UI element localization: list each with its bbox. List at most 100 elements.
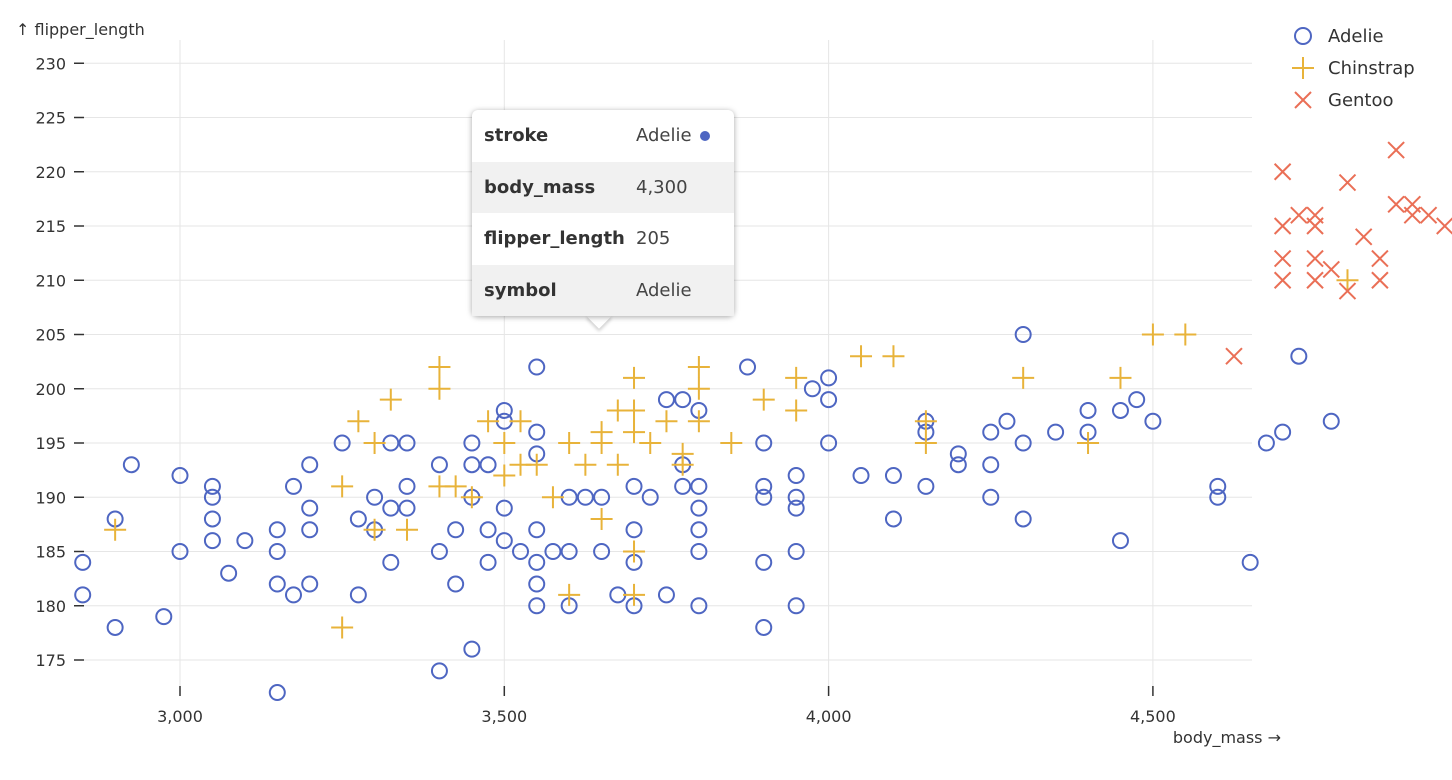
y-tick-label: 225 [35, 109, 66, 128]
data-point [1209, 488, 1227, 506]
data-point [623, 583, 646, 606]
data-point [479, 553, 497, 571]
data-point [882, 345, 905, 368]
data-point [363, 432, 386, 454]
data-point [268, 543, 286, 560]
data-point [755, 553, 773, 571]
data-point [787, 488, 805, 506]
data-point [623, 421, 646, 444]
y-tick-label: 195 [35, 434, 66, 453]
y-tick-label: 190 [35, 488, 66, 507]
data-point [623, 540, 646, 563]
legend-item-chinstrap[interactable]: Chinstrap [1290, 52, 1415, 84]
data-point [917, 477, 935, 495]
data-point [349, 510, 367, 528]
data-point [590, 432, 613, 454]
data-point [625, 477, 643, 495]
data-point [690, 521, 708, 539]
data-point [690, 597, 708, 615]
data-point [1047, 423, 1065, 441]
data-point [655, 410, 678, 433]
y-tick-label: 220 [35, 163, 66, 182]
data-point [755, 477, 773, 495]
x-tick-label: 4,500 [1130, 707, 1176, 726]
y-tick-label: 180 [35, 597, 66, 616]
data-point [122, 456, 140, 474]
data-point [623, 399, 646, 422]
data-point [528, 423, 546, 441]
y-tick-label: 200 [35, 380, 66, 399]
data-point [331, 475, 354, 498]
data-point [430, 456, 448, 474]
data-point [1306, 271, 1324, 289]
data-point [495, 532, 513, 550]
data-point [690, 543, 708, 560]
data-point [74, 586, 92, 604]
data-point [1354, 228, 1373, 246]
data-point [1371, 249, 1389, 268]
tooltip-row-symbol: symbol Adelie [472, 264, 734, 316]
data-point [852, 467, 870, 485]
data-point [379, 388, 402, 411]
data-point [301, 456, 319, 474]
data-point [687, 356, 710, 379]
data-point [1387, 141, 1405, 159]
data-point [236, 532, 254, 550]
data-point [1306, 249, 1324, 268]
tooltip-value: 205 [636, 228, 671, 250]
data-point [787, 543, 805, 560]
tooltip-value: 4,300 [636, 176, 688, 198]
data-point [1273, 271, 1292, 289]
x-tick-label: 4,000 [806, 707, 852, 726]
data-point [203, 510, 221, 528]
data-point [493, 432, 516, 454]
data-point [657, 391, 675, 409]
legend-label: Gentoo [1328, 89, 1394, 111]
data-point [463, 434, 481, 452]
data-point [398, 434, 416, 452]
y-tick-label: 185 [35, 543, 66, 562]
data-point [674, 391, 692, 409]
color-dot-icon [699, 131, 710, 142]
data-point [528, 575, 546, 593]
data-point [347, 410, 370, 433]
data-point [884, 467, 902, 485]
data-point [576, 488, 594, 506]
data-point [349, 586, 367, 604]
data-point [1322, 260, 1340, 279]
data-point [268, 684, 286, 702]
data-point [949, 445, 967, 463]
data-point [333, 434, 351, 452]
data-point [479, 521, 497, 539]
x-axis-title: body_mass → [1173, 728, 1281, 748]
data-point [949, 456, 967, 474]
data-point [1371, 271, 1389, 289]
data-point [639, 432, 662, 454]
data-point [690, 499, 708, 517]
legend-item-adelie[interactable]: Adelie [1290, 20, 1415, 52]
tooltip-key: flipper_length [484, 228, 625, 250]
data-point [220, 564, 238, 582]
data-point [641, 488, 659, 506]
data-point [606, 453, 629, 476]
data-point [1338, 173, 1357, 192]
y-axis-title: ↑ flipper_length [16, 20, 145, 40]
data-point [479, 456, 497, 474]
data-point [430, 662, 448, 680]
data-point [1012, 366, 1035, 389]
tooltip-row-body-mass: body_mass 4,300 [472, 161, 734, 213]
data-point [1225, 347, 1243, 365]
series-gentoo [1225, 141, 1452, 365]
legend-item-gentoo[interactable]: Gentoo [1290, 84, 1415, 116]
data-point [285, 586, 303, 604]
data-point [1174, 323, 1197, 346]
data-point [268, 575, 286, 593]
data-point [982, 488, 1000, 506]
data-point [785, 399, 808, 422]
data-point [171, 543, 189, 560]
data-point [528, 358, 546, 376]
y-tick-label: 205 [35, 326, 66, 345]
data-point [1257, 434, 1275, 452]
